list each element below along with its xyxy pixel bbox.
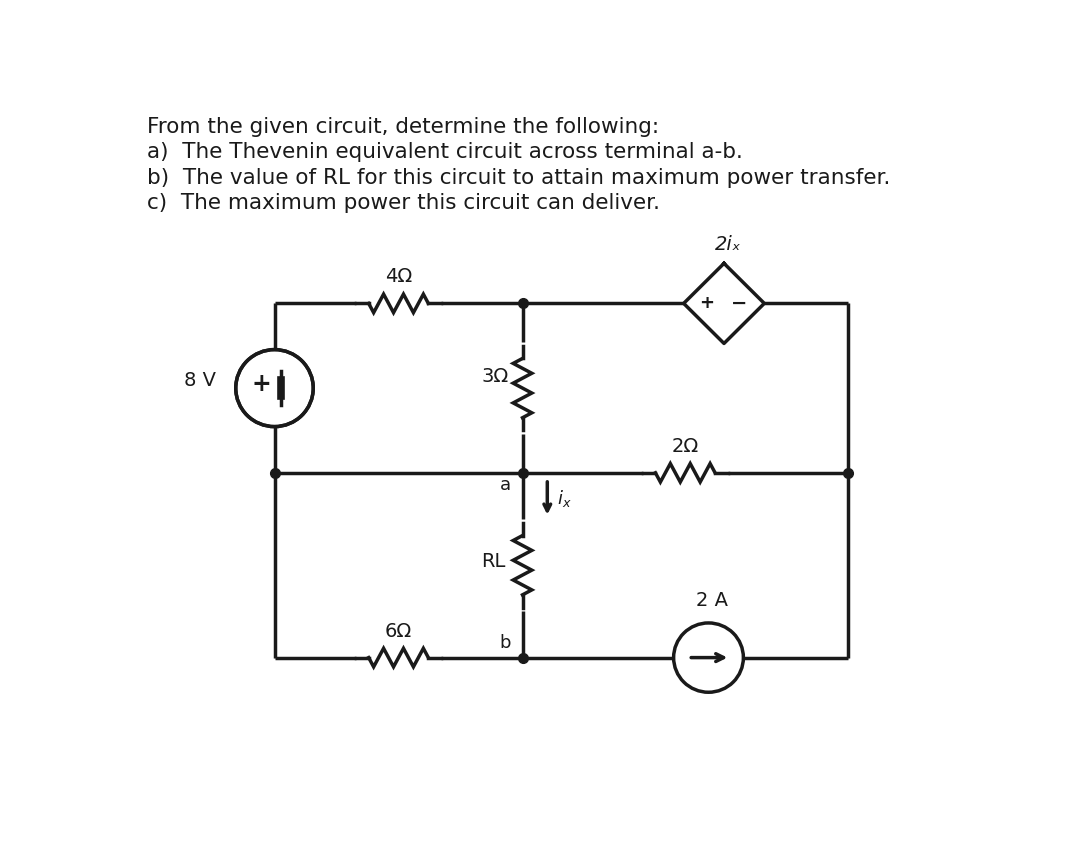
Circle shape [674, 623, 743, 692]
Circle shape [235, 350, 313, 427]
Text: b)  The value of RL for this circuit to attain maximum power transfer.: b) The value of RL for this circuit to a… [147, 168, 890, 187]
Text: 2iₓ: 2iₓ [715, 235, 741, 254]
Text: 8 V: 8 V [185, 371, 216, 390]
Text: c)  The maximum power this circuit can deliver.: c) The maximum power this circuit can de… [147, 194, 660, 213]
Text: From the given circuit, determine the following:: From the given circuit, determine the fo… [147, 117, 659, 137]
Text: +: + [252, 372, 271, 396]
Text: $i_x$: $i_x$ [556, 488, 571, 509]
Text: 3Ω: 3Ω [482, 367, 509, 386]
Text: 2 A: 2 A [697, 591, 728, 610]
Text: 4Ω: 4Ω [384, 267, 413, 286]
Text: a: a [500, 476, 511, 494]
Text: b: b [499, 634, 511, 652]
Text: −: − [731, 294, 747, 313]
Text: +: + [700, 294, 715, 312]
Text: RL: RL [481, 552, 505, 571]
Text: 6Ω: 6Ω [384, 622, 413, 641]
Text: a)  The Thevenin equivalent circuit across terminal a-b.: a) The Thevenin equivalent circuit acros… [147, 143, 743, 163]
Text: 2Ω: 2Ω [672, 437, 699, 456]
Polygon shape [684, 263, 765, 343]
